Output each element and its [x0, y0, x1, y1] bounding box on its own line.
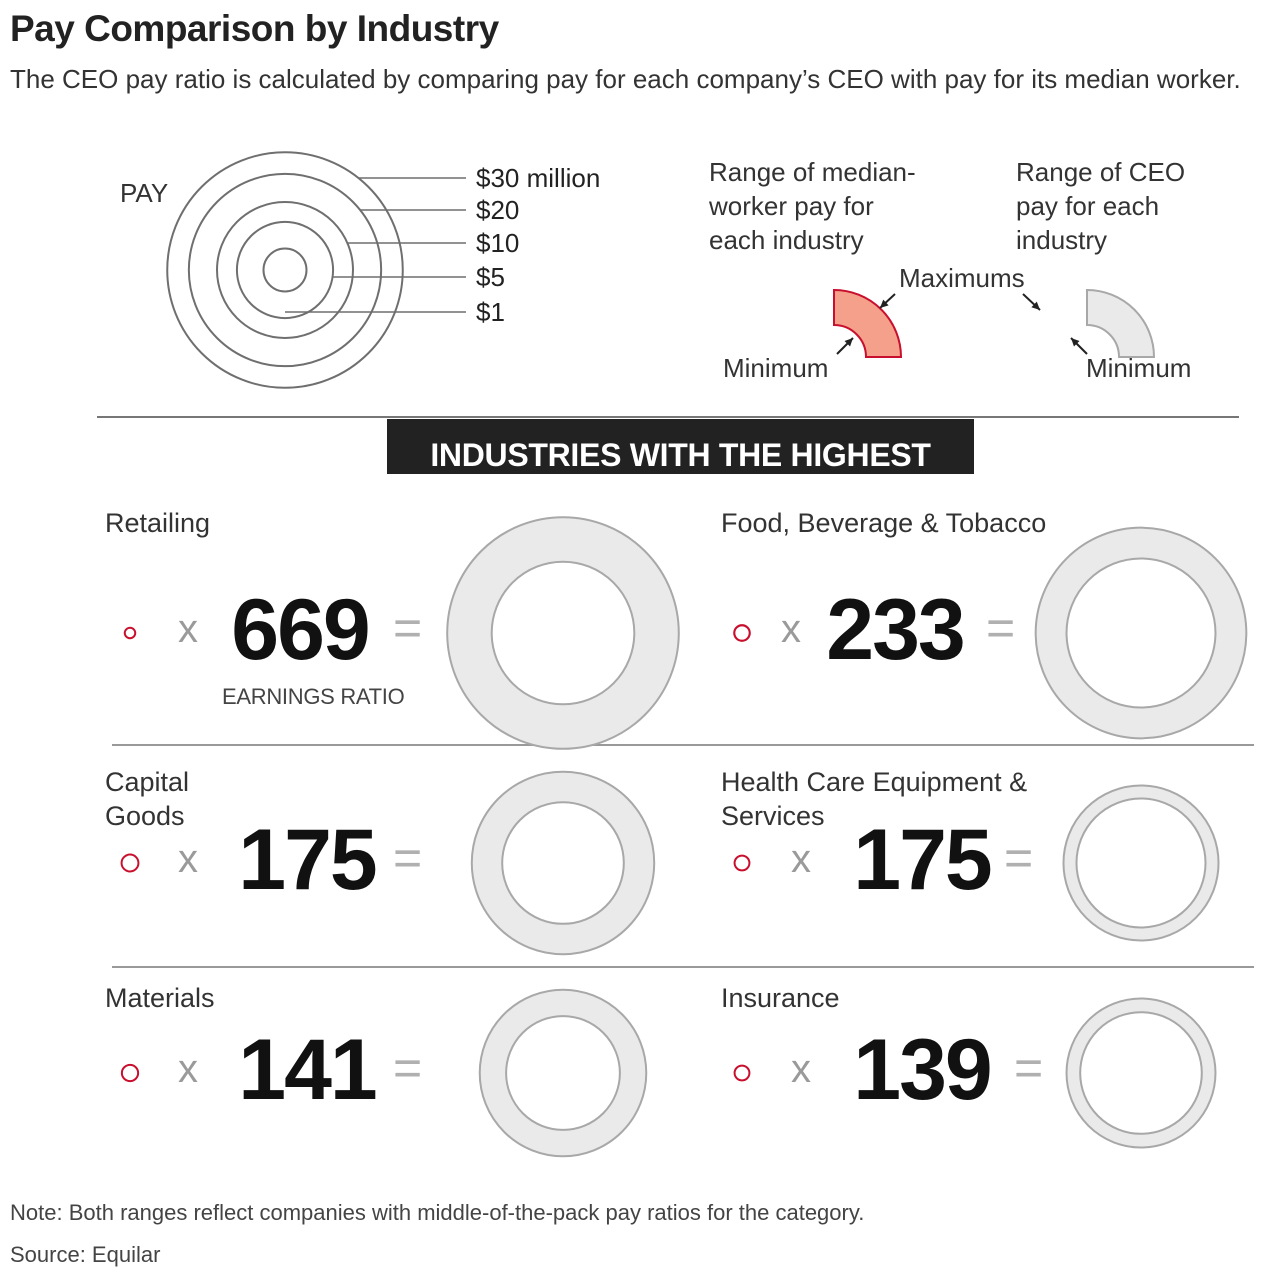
arrow-head: [1031, 301, 1040, 310]
scale-label: $5: [476, 262, 505, 292]
earnings-ratio-label: EARNINGS RATIO: [222, 684, 405, 709]
times-symbol: x: [791, 1047, 811, 1091]
minimum-label: Minimum: [723, 353, 828, 383]
worker-pay-ring: [123, 626, 137, 640]
worker-pay-ring-chart: [733, 624, 751, 642]
row-divider: [112, 744, 1254, 746]
page-subtitle: The CEO pay ratio is calculated by compa…: [10, 64, 1241, 94]
ceo-pay-ring-chart: [1062, 784, 1220, 942]
scale-circle: [235, 220, 335, 320]
equals-symbol: =: [393, 600, 423, 656]
worker-pay-ring-chart: [123, 626, 137, 640]
range-arc-swatch: [833, 288, 903, 358]
ceo-pay-ring-chart: [1034, 526, 1248, 740]
worker-pay-ring: [733, 624, 751, 642]
equals-symbol: =: [393, 1040, 423, 1096]
industry-name: Insurance: [721, 983, 840, 1013]
worker-pay-ring-center: [128, 631, 132, 635]
arrow-head: [880, 299, 889, 308]
pay-ratio-value: 175: [238, 812, 378, 908]
ceo-range-key: Range of CEO pay for each industry Minimum: [1016, 157, 1191, 383]
scale-circle: [187, 172, 383, 368]
scale-label: $1: [476, 297, 505, 327]
times-symbol: x: [791, 837, 811, 881]
worker-pay-ring-chart: [120, 853, 140, 873]
pay-scale-key: PAY $30 million$20$10 $5 $1: [120, 151, 600, 389]
ceo-pay-ring: [1065, 997, 1217, 1149]
scale-circle: [262, 247, 308, 293]
maximums-label: Maximums: [899, 263, 1025, 293]
legend-key: PAY $30 million$20$10 $5 $1 Range of median…: [120, 151, 1191, 389]
ceo-pay-ring-chart: [446, 516, 680, 750]
equals-symbol: =: [986, 600, 1016, 656]
page-title: Pay Comparison by Industry: [10, 8, 499, 49]
worker-pay-ring: [120, 853, 140, 873]
footnote: Note: Both ranges reflect companies with…: [10, 1200, 865, 1225]
worker-pay-ring-center: [740, 631, 744, 635]
worker-pay-ring-center: [740, 1071, 744, 1075]
worker-pay-ring-chart: [120, 1063, 140, 1083]
pay-ratio-value: 141: [238, 1022, 378, 1118]
worker-pay-ring: [120, 1063, 140, 1083]
times-symbol: x: [781, 607, 801, 651]
worker-pay-ring-chart: [733, 854, 751, 872]
worker-range-label: worker pay for: [708, 191, 874, 221]
ceo-range-label: Range of CEO: [1016, 157, 1185, 187]
ceo-pay-ring: [1062, 784, 1220, 942]
worker-range-label: each industry: [709, 225, 864, 255]
ceo-pay-ring: [470, 770, 656, 956]
section-divider: [97, 416, 1239, 418]
ceo-pay-ring: [478, 988, 648, 1158]
ceo-pay-ring: [1034, 526, 1248, 740]
worker-range-label: Range of median-: [709, 157, 916, 187]
worker-range-key: Range of median-worker pay for each indus…: [708, 157, 1025, 383]
industry-name: Health Care Equipment & Services: [721, 767, 1028, 831]
ceo-range-label: industry: [1016, 225, 1107, 255]
industry-name: Food, Beverage & Tobacco: [721, 508, 1047, 538]
row-divider: [112, 966, 1254, 968]
pay-ratio-value: 139: [853, 1022, 993, 1118]
industry-name: Capital Goods: [105, 767, 190, 831]
scale-label: $10: [476, 228, 519, 258]
worker-pay-ring: [733, 1064, 751, 1082]
pay-label: PAY: [120, 178, 168, 208]
worker-pay-ring-center: [128, 861, 132, 865]
pay-ratio-value: 175: [853, 812, 993, 908]
equals-symbol: =: [1014, 1040, 1044, 1096]
scale-label: $30 million: [476, 163, 600, 193]
worker-pay-ring-chart: [733, 1064, 751, 1082]
range-arc-swatch: [1086, 288, 1156, 358]
arrow-head: [844, 338, 853, 347]
industry-name: Materials: [105, 983, 215, 1013]
worker-pay-ring-center: [128, 1071, 132, 1075]
worker-pay-ring-center: [740, 861, 744, 865]
times-symbol: x: [178, 837, 198, 881]
ceo-pay-ring: [446, 516, 680, 750]
industry-name: Retailing: [105, 508, 211, 538]
worker-pay-ring: [733, 854, 751, 872]
pay-ratio-value: 669: [231, 582, 371, 678]
times-symbol: x: [178, 607, 198, 651]
times-symbol: x: [178, 1047, 198, 1091]
section-heading: INDUSTRIES WITH THE HIGHEST: [387, 419, 974, 474]
scale-circle: [216, 201, 354, 339]
ceo-pay-ring-chart: [478, 988, 648, 1158]
minimum-label: Minimum: [1086, 353, 1191, 383]
ceo-pay-ring-chart: [470, 770, 656, 956]
equals-symbol: =: [393, 830, 423, 886]
pay-ratio-value: 233: [826, 582, 966, 678]
ceo-pay-ring-chart: [1065, 997, 1217, 1149]
scale-label: $20: [476, 195, 519, 225]
ceo-range-label: pay for each: [1016, 191, 1159, 221]
source-credit: Source: Equilar: [10, 1242, 161, 1267]
scale-circle: [166, 151, 404, 389]
arrow-head: [1071, 338, 1080, 347]
equals-symbol: =: [1004, 830, 1034, 886]
